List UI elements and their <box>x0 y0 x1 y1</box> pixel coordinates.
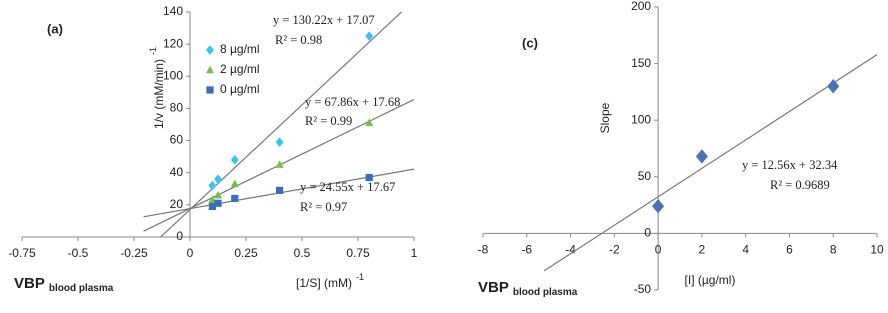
x-axis-label: [I] (µg/ml) <box>685 273 736 287</box>
marker <box>652 199 665 214</box>
y-tick-label: 200 <box>631 0 651 13</box>
y-tick-label: 140 <box>163 4 183 18</box>
x-tick-label: 10 <box>870 243 884 257</box>
marker <box>230 179 239 188</box>
y-axis-label-main: Slope <box>598 102 612 133</box>
note-main: VBP <box>14 275 45 292</box>
trendline <box>159 12 403 237</box>
x-tick-label: 0.5 <box>294 246 311 260</box>
legend-marker <box>206 86 214 94</box>
legend-marker <box>206 45 214 55</box>
legend-marker <box>206 65 214 74</box>
x-tick-label: 4 <box>742 243 749 257</box>
chart-panel: -0.75 -0.5 -0.25 0 0.25 0.5 0.75 10204060801001… <box>8 4 418 294</box>
marker <box>275 137 284 147</box>
y-axis-label: 1/v (mM/min) -1 <box>148 47 166 129</box>
x-tick-label: 0.25 <box>234 246 258 260</box>
equation: y = 67.86x + 17.68 <box>305 95 400 109</box>
r-squared: R² = 0.99 <box>305 114 352 128</box>
marker <box>276 186 284 194</box>
legend-label: 0 µg/ml <box>220 82 260 96</box>
y-axis-label: Slope <box>598 102 612 133</box>
r-squared: R² = 0.9689 <box>770 178 830 192</box>
marker <box>365 118 374 127</box>
y-tick-label: 0 <box>644 226 651 240</box>
chart-panel: -8 -6 -4 -2 0 2 4 6 8 10 -50 0 50 100 150 200 (c) VBP bloo… <box>478 0 884 298</box>
y-axis-label-main: 1/v (mM/min) <box>152 59 166 129</box>
r-squared: R² = 0.97 <box>300 200 347 214</box>
y-tick-label: 60 <box>170 133 184 147</box>
marker <box>214 174 222 184</box>
legend-label: 8 µg/ml <box>220 42 260 56</box>
marker <box>214 190 222 199</box>
x-tick-label: 1 <box>411 246 418 260</box>
y-tick-label: 20 <box>170 197 184 211</box>
x-tick-label: 8 <box>830 243 837 257</box>
legend-label: 2 µg/ml <box>220 62 260 76</box>
note-subscript: blood plasma <box>49 283 114 294</box>
equation: y = 130.22x + 17.07 <box>273 13 375 27</box>
x-tick-label: -0.75 <box>8 246 36 260</box>
x-tick-label: -8 <box>478 243 489 257</box>
x-tick-label: 0 <box>187 246 194 260</box>
equation: y = 12.56x + 32.34 <box>742 158 838 172</box>
y-tick-label: 0 <box>176 229 183 243</box>
y-axis-label-sup: -1 <box>148 47 158 55</box>
marker <box>695 149 708 164</box>
x-tick-label: 2 <box>699 243 706 257</box>
y-tick-label: 80 <box>170 101 184 115</box>
panel-label: (c) <box>522 35 538 50</box>
y-tick-label: 100 <box>163 68 183 82</box>
marker <box>214 199 222 207</box>
marker <box>365 31 374 41</box>
r-squared: R² = 0.98 <box>275 33 322 47</box>
marker <box>231 194 239 203</box>
x-tick-label: 6 <box>786 243 793 257</box>
x-tick-label: -0.25 <box>120 246 148 260</box>
panel-label: (a) <box>47 21 63 36</box>
x-tick-label: 0.75 <box>346 246 370 260</box>
x-axis-label-main: [1/S] (mM) <box>296 276 352 290</box>
x-tick-label: 0 <box>655 243 662 257</box>
y-tick-label: 150 <box>631 56 651 70</box>
x-axis-label-main: [I] (µg/ml) <box>685 273 736 287</box>
y-tick-label: 120 <box>163 36 183 50</box>
note-subscript: blood plasma <box>513 287 578 298</box>
y-tick-label: 40 <box>170 165 184 179</box>
x-tick-label: -4 <box>565 243 576 257</box>
equation: y = 24.55x + 17.67 <box>300 180 395 194</box>
note: VBP blood plasma <box>14 275 114 294</box>
marker <box>230 155 239 165</box>
trendline <box>543 54 877 272</box>
marker <box>365 173 373 182</box>
marker <box>208 202 216 211</box>
x-tick-label: -2 <box>609 243 620 257</box>
x-tick-label: -0.5 <box>68 246 89 260</box>
x-tick-label: -6 <box>521 243 532 257</box>
note-main: VBP <box>478 279 509 296</box>
x-axis-label-sup: -1 <box>356 272 364 282</box>
y-tick-label: 100 <box>631 112 651 126</box>
y-tick-label: 50 <box>638 169 652 183</box>
note: VBP blood plasma <box>478 279 578 298</box>
marker <box>275 160 284 168</box>
x-axis-label: [1/S] (mM) -1 <box>296 272 364 290</box>
marker <box>827 79 840 94</box>
marker <box>208 180 217 191</box>
y-tick-label: -50 <box>634 282 652 296</box>
